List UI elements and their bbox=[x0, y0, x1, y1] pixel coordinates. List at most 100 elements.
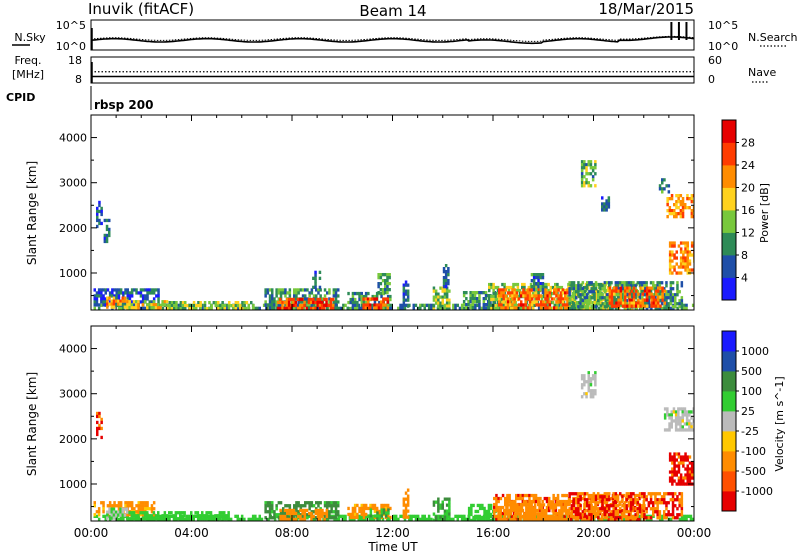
data-cell bbox=[580, 386, 584, 390]
data-cell bbox=[238, 517, 242, 521]
data-cell bbox=[316, 303, 319, 308]
data-cell bbox=[603, 290, 607, 294]
data-cell bbox=[570, 281, 574, 285]
data-cell bbox=[223, 517, 226, 521]
data-cell bbox=[279, 306, 282, 310]
data-cell bbox=[509, 518, 513, 521]
data-cell bbox=[144, 501, 147, 505]
data-cell bbox=[312, 297, 315, 302]
data-cell bbox=[585, 169, 588, 173]
data-cell bbox=[268, 501, 272, 505]
data-cell bbox=[628, 292, 631, 296]
data-cell bbox=[105, 236, 109, 241]
data-cell bbox=[364, 306, 368, 310]
data-cell bbox=[594, 284, 598, 288]
data-cell bbox=[126, 501, 129, 505]
data-cell bbox=[448, 503, 451, 507]
data-cell bbox=[275, 507, 278, 511]
data-cell bbox=[508, 496, 511, 501]
data-cell bbox=[437, 497, 440, 501]
data-cell bbox=[684, 467, 687, 471]
data-cell bbox=[96, 426, 99, 431]
data-cell bbox=[108, 517, 112, 521]
data-cell bbox=[551, 518, 554, 521]
data-cell bbox=[579, 299, 582, 303]
data-cell bbox=[128, 297, 132, 301]
data-cell bbox=[580, 184, 584, 188]
data-cell bbox=[507, 288, 511, 293]
data-cell bbox=[593, 297, 597, 302]
data-cell bbox=[588, 501, 591, 505]
data-cell bbox=[485, 306, 488, 310]
data-cell bbox=[590, 296, 593, 300]
data-cell bbox=[522, 303, 525, 307]
data-cell bbox=[382, 303, 385, 307]
colorbar-segment bbox=[722, 165, 736, 188]
data-cell bbox=[616, 495, 620, 499]
data-cell bbox=[671, 470, 674, 474]
data-cell bbox=[496, 285, 500, 290]
data-cell bbox=[673, 461, 676, 465]
data-cell bbox=[592, 492, 596, 496]
data-cell bbox=[323, 288, 327, 292]
data-cell bbox=[667, 296, 670, 300]
data-cell bbox=[570, 510, 574, 514]
freq-trace bbox=[91, 62, 694, 83]
data-cell bbox=[448, 509, 451, 513]
data-cell bbox=[686, 197, 689, 201]
data-cell bbox=[330, 516, 333, 520]
data-cell bbox=[108, 227, 111, 232]
data-cell bbox=[216, 514, 219, 518]
data-cell bbox=[645, 284, 648, 288]
data-cell bbox=[667, 492, 670, 496]
data-cell bbox=[517, 496, 520, 501]
data-cell bbox=[612, 504, 615, 508]
data-cell bbox=[328, 510, 331, 514]
data-cell bbox=[432, 500, 436, 504]
data-cell bbox=[462, 291, 466, 295]
data-cell bbox=[351, 512, 355, 517]
data-cell bbox=[217, 307, 220, 310]
data-cell bbox=[524, 303, 527, 307]
y-tick-label: 3000 bbox=[59, 388, 87, 401]
data-cell bbox=[587, 377, 590, 381]
data-cell bbox=[441, 303, 444, 307]
data-cell bbox=[575, 510, 578, 514]
data-cell bbox=[663, 178, 666, 182]
data-cell bbox=[686, 271, 689, 275]
data-cell bbox=[674, 302, 677, 306]
data-cell bbox=[535, 297, 538, 301]
data-cell bbox=[525, 500, 528, 504]
data-cell bbox=[643, 289, 647, 293]
data-cell bbox=[123, 507, 127, 511]
data-cell bbox=[218, 514, 222, 518]
data-cell bbox=[103, 233, 107, 238]
data-cell bbox=[678, 492, 681, 496]
data-cell bbox=[132, 514, 136, 518]
data-cell bbox=[379, 288, 383, 292]
data-cell bbox=[443, 304, 447, 308]
data-cell bbox=[529, 503, 532, 507]
data-cell bbox=[679, 265, 683, 269]
data-cell bbox=[515, 306, 519, 310]
data-cell bbox=[668, 452, 672, 456]
data-cell bbox=[526, 294, 530, 298]
data-cell bbox=[668, 416, 671, 420]
data-cell bbox=[498, 297, 501, 301]
data-cell bbox=[637, 292, 640, 296]
data-cell bbox=[133, 288, 136, 292]
data-cell bbox=[399, 306, 402, 310]
data-cell bbox=[388, 282, 391, 286]
data-cell bbox=[285, 297, 289, 302]
data-cell bbox=[362, 306, 365, 310]
data-cell bbox=[612, 492, 615, 496]
data-cell bbox=[102, 288, 105, 292]
data-cell bbox=[636, 290, 640, 294]
data-cell bbox=[514, 506, 517, 510]
data-cell bbox=[661, 295, 664, 299]
data-cell bbox=[328, 291, 331, 295]
data-cell bbox=[541, 276, 545, 280]
data-cell bbox=[643, 495, 646, 499]
colorbar-segment bbox=[722, 491, 736, 512]
data-cell bbox=[301, 516, 305, 520]
